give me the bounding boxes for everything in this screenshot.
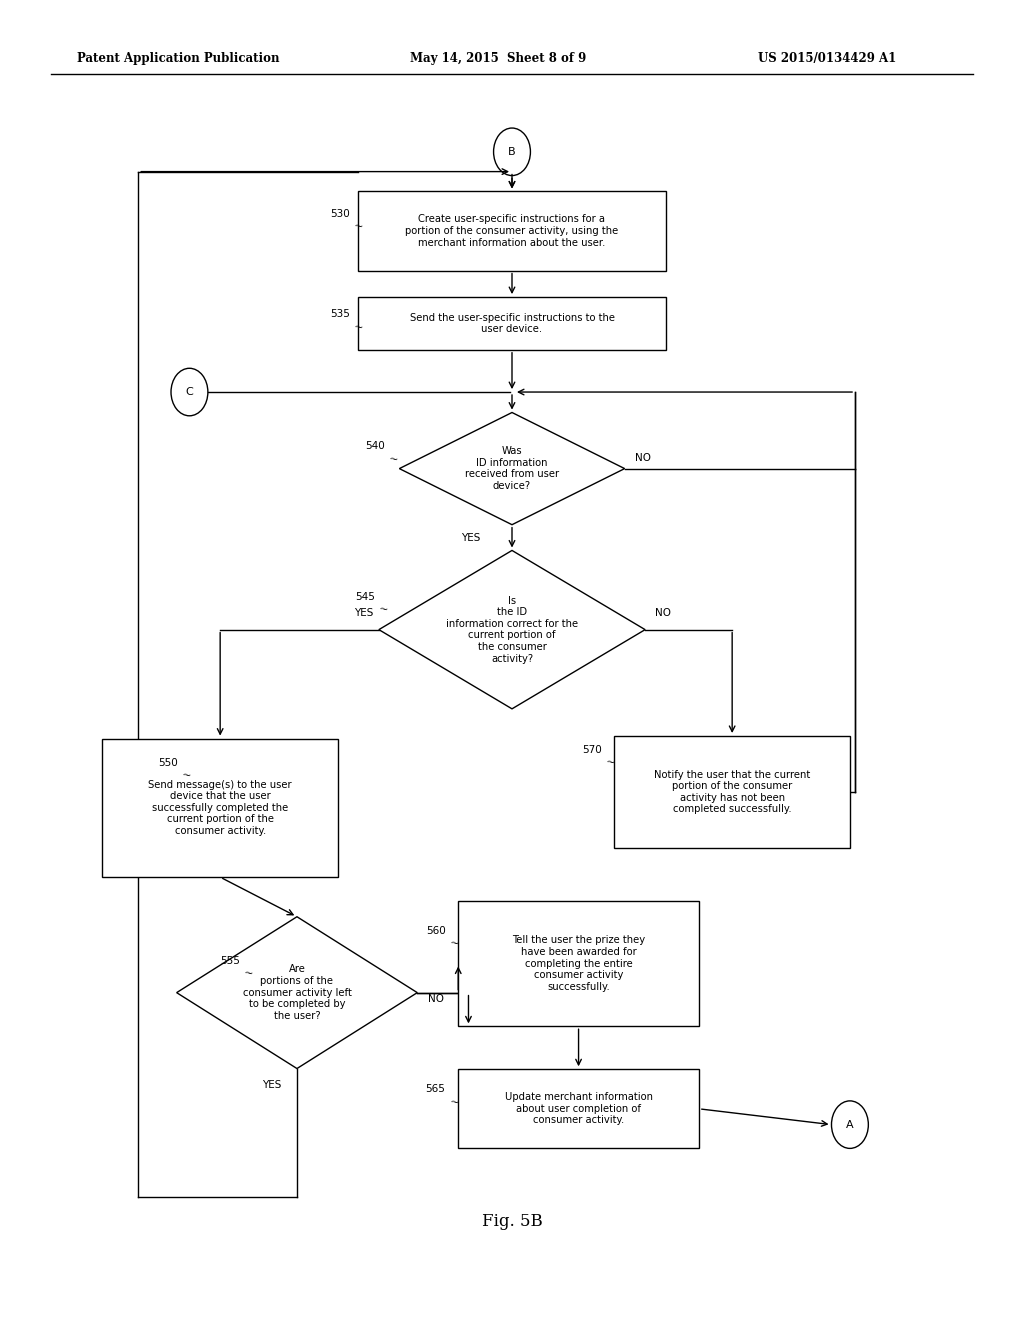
Text: NO: NO — [428, 994, 443, 1005]
Text: ∼: ∼ — [388, 454, 399, 465]
Text: Fig. 5B: Fig. 5B — [481, 1213, 543, 1229]
Text: ∼: ∼ — [605, 758, 616, 768]
Circle shape — [494, 128, 530, 176]
Text: 530: 530 — [331, 209, 350, 219]
Text: 550: 550 — [159, 758, 178, 768]
Text: ∼: ∼ — [243, 969, 254, 979]
Text: 565: 565 — [426, 1084, 445, 1094]
Polygon shape — [379, 550, 645, 709]
Text: 545: 545 — [355, 591, 375, 602]
Text: Tell the user the prize they
have been awarded for
completing the entire
consume: Tell the user the prize they have been a… — [512, 936, 645, 991]
Polygon shape — [399, 412, 625, 524]
Circle shape — [171, 368, 208, 416]
Bar — [358, 297, 666, 350]
Bar — [458, 900, 698, 1027]
Bar — [358, 191, 666, 271]
Text: Patent Application Publication: Patent Application Publication — [77, 51, 280, 65]
Text: Create user-specific instructions for a
portion of the consumer activity, using : Create user-specific instructions for a … — [406, 214, 618, 248]
Text: Are
portions of the
consumer activity left
to be completed by
the user?: Are portions of the consumer activity le… — [243, 965, 351, 1020]
Text: 555: 555 — [220, 956, 240, 966]
Bar — [614, 737, 850, 847]
Bar — [102, 739, 338, 876]
Text: Notify the user that the current
portion of the consumer
activity has not been
c: Notify the user that the current portion… — [654, 770, 810, 814]
Text: ∼: ∼ — [353, 222, 365, 232]
Polygon shape — [176, 916, 418, 1069]
Text: 540: 540 — [366, 441, 385, 451]
Text: ∼: ∼ — [449, 1097, 460, 1107]
Circle shape — [831, 1101, 868, 1148]
Text: YES: YES — [354, 609, 374, 619]
Text: US 2015/0134429 A1: US 2015/0134429 A1 — [758, 51, 896, 65]
Text: A: A — [846, 1119, 854, 1130]
Text: 570: 570 — [583, 744, 602, 755]
Text: Is
the ID
information correct for the
current portion of
the consumer
activity?: Is the ID information correct for the cu… — [445, 595, 579, 664]
Bar — [458, 1069, 698, 1148]
Text: Update merchant information
about user completion of
consumer activity.: Update merchant information about user c… — [505, 1092, 652, 1126]
Text: May 14, 2015  Sheet 8 of 9: May 14, 2015 Sheet 8 of 9 — [410, 51, 586, 65]
Text: NO: NO — [635, 453, 651, 463]
Text: B: B — [508, 147, 516, 157]
Text: ∼: ∼ — [181, 771, 193, 781]
Text: ∼: ∼ — [353, 322, 365, 333]
Text: C: C — [185, 387, 194, 397]
Text: ∼: ∼ — [449, 939, 460, 949]
Text: YES: YES — [262, 1080, 281, 1090]
Text: 535: 535 — [331, 309, 350, 319]
Text: Was
ID information
received from user
device?: Was ID information received from user de… — [465, 446, 559, 491]
Text: ∼: ∼ — [378, 605, 389, 615]
Text: 560: 560 — [426, 925, 445, 936]
Text: Send message(s) to the user
device that the user
successfully completed the
curr: Send message(s) to the user device that … — [148, 780, 292, 836]
Text: YES: YES — [462, 532, 480, 543]
Text: NO: NO — [655, 609, 672, 619]
Text: Send the user-specific instructions to the
user device.: Send the user-specific instructions to t… — [410, 313, 614, 334]
